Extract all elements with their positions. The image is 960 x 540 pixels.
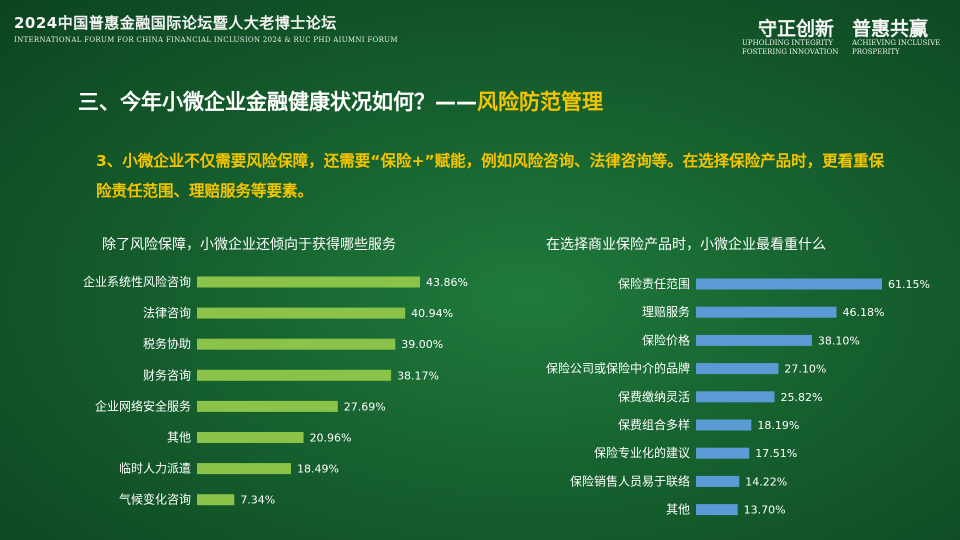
right-category-label-5: 保费组合多样 [618,417,690,432]
slogan-1-en: UPHOLDING INTEGRITY FOSTERING INNOVATION [742,39,839,56]
left-category-label-1: 法律咨询 [143,305,191,320]
left-bar-6 [197,463,292,475]
left-category-label-7: 气候变化咨询 [119,492,191,507]
left-value-label-5: 20.96% [310,432,352,445]
right-bar-3 [696,363,779,375]
forum-subtitle: INTERNATIONAL FORUM FOR CHINA FINANCIAL … [14,36,398,44]
left-bar-2 [197,338,396,350]
right-bar-5 [696,419,752,431]
right-bar-1 [696,306,837,318]
right-value-label-2: 38.10% [818,334,860,347]
right-category-label-3: 保险公司或保险中介的品牌 [546,361,690,376]
right-category-label-1: 理赔服务 [642,304,690,319]
right-value-label-8: 13.70% [744,504,786,517]
right-bar-0 [696,278,882,290]
left-value-label-4: 27.69% [344,400,386,413]
slogan-2-en: ACHIEVING INCLUSIVE PROSPERITY [852,39,941,56]
section-title-accent: 风险防范管理 [477,90,603,114]
right-value-label-3: 27.10% [784,363,826,376]
right-value-label-7: 14.22% [745,475,787,488]
right-chart-title: 在选择商业保险产品时，小微企业最看重什么 [546,237,826,253]
left-value-label-3: 38.17% [397,369,439,382]
section-title: 三、今年小微企业金融健康状况如何？——风险防范管理 [78,86,603,116]
right-value-label-6: 17.51% [755,447,797,460]
right-value-label-0: 61.15% [888,278,930,291]
forum-title: 2024中国普惠金融国际论坛暨人大老博士论坛 [14,14,337,32]
left-chart-title: 除了风险保障，小微企业还倾向于获得哪些服务 [102,237,396,253]
left-bar-7 [197,494,235,506]
slogan-2: 普惠共赢 [852,18,929,40]
right-category-label-2: 保险价格 [642,332,690,347]
right-value-label-5: 18.19% [757,419,799,432]
right-bar-6 [696,447,750,459]
intro-text: 3、小微企业不仅需要风险保障，还需要“保险+”赋能，例如风险咨询、法律咨询等。在… [96,152,885,200]
left-value-label-1: 40.94% [411,307,453,320]
left-category-label-0: 企业系统性风险咨询 [83,274,191,289]
right-value-label-1: 46.18% [842,306,884,319]
left-bar-4 [197,400,338,412]
left-category-label-4: 企业网络安全服务 [95,398,191,413]
left-category-label-5: 其他 [167,431,191,445]
right-category-label-6: 保险专业化的建议 [594,445,690,460]
left-category-label-6: 临时人力派遣 [119,461,191,476]
right-bar-7 [696,475,740,487]
left-value-label-7: 7.34% [240,494,275,507]
right-value-label-4: 25.82% [781,391,823,404]
left-bar-1 [197,307,406,319]
left-bar-3 [197,369,392,381]
left-category-label-2: 税务协助 [143,336,191,351]
right-category-label-8: 其他 [666,503,690,517]
left-value-label-2: 39.00% [401,338,443,351]
left-bar-5 [197,432,304,443]
left-category-label-3: 财务咨询 [143,367,191,382]
right-category-label-7: 保险销售人员易于联络 [570,473,690,488]
right-bar-2 [696,334,812,346]
left-bar-0 [197,276,420,288]
right-bar-4 [696,391,775,403]
right-category-label-4: 保费缴纳灵活 [618,389,690,404]
slogan-1: 守正创新 [758,18,835,40]
section-title-main: 三、今年小微企业金融健康状况如何？—— [78,90,477,114]
left-value-label-6: 18.49% [297,463,339,476]
right-bar-8 [696,504,738,516]
left-value-label-0: 43.86% [426,276,468,289]
right-category-label-0: 保险责任范围 [618,276,690,291]
